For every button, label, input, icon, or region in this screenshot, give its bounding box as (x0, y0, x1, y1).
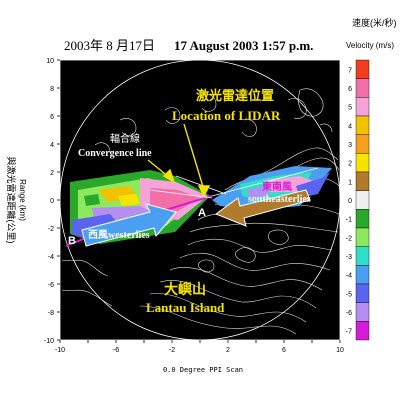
colorbar-swatch (355, 190, 370, 210)
y-tick-label: -2 (48, 226, 54, 233)
y-axis: 10 8 6 4 2 0 -2 -4 -6 -8 -10 (44, 58, 60, 345)
x-tick-label: 2 (226, 347, 230, 354)
colorbar-label: -5 (346, 291, 352, 298)
southeasterlies-label-en: southeasterlies (248, 194, 311, 205)
annotation-arrows (147, 123, 211, 198)
westerlies-label: 西風westerlies (88, 229, 150, 241)
colorbar-swatch (355, 59, 370, 79)
colorbar-swatch (355, 265, 370, 285)
colorbar-swatch (355, 209, 370, 229)
colorbar-title-zh: 速度(米/秒) (352, 17, 397, 28)
x-tick-label: -2 (169, 347, 175, 354)
colorbar-label: -3 (346, 254, 352, 261)
colorbar-label: 4 (348, 123, 352, 130)
colorbar-swatch (355, 153, 370, 173)
point-a-label: A (198, 207, 206, 219)
convergence-label-zh: 輻合線 (110, 132, 140, 145)
colorbar-swatch (355, 78, 370, 98)
scan-footer: 0.0 Degree PPI Scan (163, 366, 243, 374)
colorbar-title-en: Velocity (m/s) (346, 41, 394, 50)
x-axis: -10-8-6-4-20246810 (55, 340, 344, 354)
ylabel-zh: 與激光雷達距離(公里) (6, 157, 17, 244)
colorbar-swatch (355, 283, 370, 303)
colorbar-swatch (355, 246, 370, 266)
colorbar-swatch (355, 134, 370, 154)
colorbar-label: -7 (346, 329, 352, 336)
y-tick-label: -6 (48, 282, 54, 289)
title-date-zh: 2003年 8 月17日 (64, 38, 155, 53)
westerly-arrow (81, 203, 177, 247)
point-b-label: B (68, 235, 76, 247)
y-tick-label: -8 (48, 310, 54, 317)
x-tick-label: 6 (282, 347, 286, 354)
colorbar-swatch (355, 302, 370, 322)
colorbar-swatch (355, 97, 370, 117)
x-tick-label: -6 (113, 347, 119, 354)
y-tick-label: 0 (50, 198, 54, 205)
colorbar-label: -6 (346, 310, 352, 317)
x-tick-label: -10 (55, 347, 65, 354)
y-tick-label: 8 (50, 86, 54, 93)
colorbar-label: 7 (348, 67, 352, 74)
colorbar-label: 5 (348, 105, 352, 112)
island-label-zh: 大嶼山 (164, 281, 206, 298)
y-tick-label: 2 (50, 170, 54, 177)
colorbar-label: 0 (348, 198, 352, 205)
colorbar-label: 6 (348, 86, 352, 93)
beam-lines (149, 167, 319, 199)
colorbar-swatch (355, 321, 370, 341)
southeasterly-arrow (214, 189, 311, 227)
x-tick-label: 10 (336, 347, 344, 354)
colorbar-swatch (355, 115, 370, 135)
colorbar: 7 6 5 4 3 2 1 0 -1 -2 -3 -4 -5 -6 -7 (346, 59, 370, 341)
lidar-label-zh: 激光雷達位置 (196, 88, 274, 103)
colorbar-label: 2 (348, 161, 352, 168)
convergence-label-en: Convergence line (78, 148, 152, 159)
y-tick-label: -10 (44, 338, 54, 345)
colorbar-swatch (355, 227, 370, 247)
colorbar-label: -4 (346, 273, 352, 280)
y-tick-label: 4 (50, 142, 54, 149)
title-date-en: 17 August 2003 1:57 p.m. (174, 38, 313, 53)
southeasterlies-label-zh: 東南風 (262, 180, 292, 193)
island-label-en: Lantau Island (146, 300, 225, 315)
lidar-label-en: Location of LIDAR (172, 108, 281, 123)
y-tick-label: 10 (46, 58, 54, 65)
colorbar-label: -1 (346, 217, 352, 224)
colorbar-label: -2 (346, 235, 352, 242)
y-tick-label: -4 (48, 254, 54, 261)
colorbar-label: 3 (348, 142, 352, 149)
ylabel-en: Range (km) (18, 179, 27, 221)
y-tick-label: 6 (50, 114, 54, 121)
colorbar-label: 1 (348, 179, 352, 186)
colorbar-swatch (355, 171, 370, 191)
